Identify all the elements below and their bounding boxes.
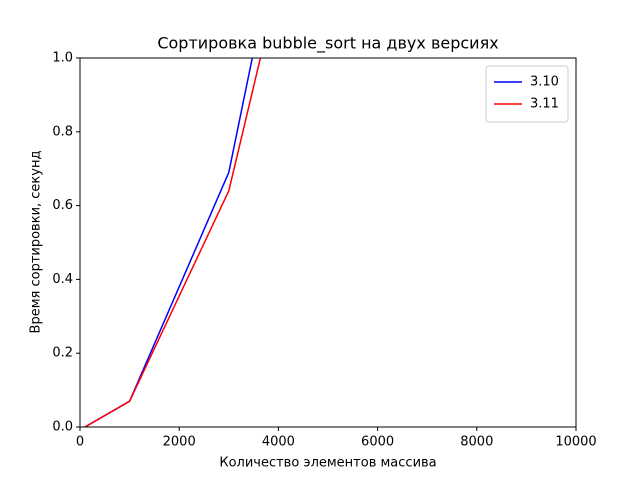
y-tick-label: 0.6 bbox=[52, 198, 73, 213]
y-tick-label: 0.2 bbox=[52, 346, 73, 361]
x-axis-label: Количество элементов массива bbox=[219, 456, 436, 471]
x-tick-label: 2000 bbox=[163, 435, 196, 450]
x-tick-label: 4000 bbox=[262, 435, 295, 450]
y-tick-label: 0.8 bbox=[52, 124, 73, 139]
x-tick-label: 6000 bbox=[361, 435, 394, 450]
legend-box bbox=[485, 65, 569, 123]
y-tick-label: 1.0 bbox=[52, 51, 73, 66]
x-tick-label: 10000 bbox=[555, 435, 596, 450]
legend-label: 3.10 bbox=[530, 75, 559, 90]
y-axis-label: Время сортировки, секунд bbox=[29, 151, 44, 334]
line-series bbox=[84, 58, 262, 427]
plot-area bbox=[84, 58, 262, 427]
x-tick-label: 8000 bbox=[460, 435, 493, 450]
y-tick-label: 0.0 bbox=[52, 420, 73, 435]
axes-frame bbox=[79, 57, 577, 428]
chart-title: Сортировка bubble_sort на двух версиях bbox=[157, 34, 498, 54]
legend-label: 3.11 bbox=[530, 97, 559, 112]
x-tick-label: 0 bbox=[76, 435, 84, 450]
y-tick-label: 0.4 bbox=[52, 272, 73, 287]
